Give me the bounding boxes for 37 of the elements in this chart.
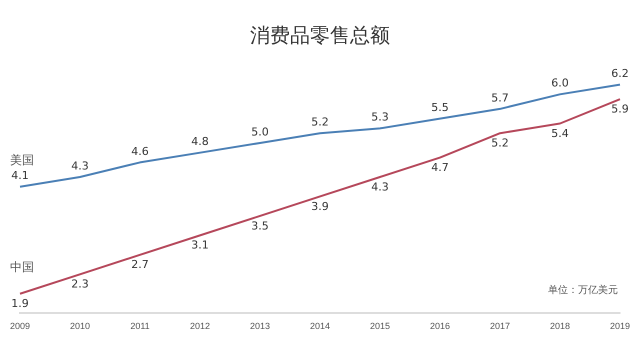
x-tick-label: 2018 bbox=[550, 321, 570, 332]
data-label: 2.7 bbox=[131, 258, 149, 272]
series-label: 美国 bbox=[10, 152, 34, 167]
annotation: 单位：万亿美元 bbox=[548, 284, 618, 297]
x-tick-label: 2015 bbox=[370, 321, 390, 332]
data-label: 4.8 bbox=[191, 135, 209, 148]
x-tick-label: 2014 bbox=[310, 321, 330, 332]
data-label: 5.0 bbox=[251, 125, 269, 138]
data-label: 4.7 bbox=[431, 160, 449, 174]
data-label: 4.3 bbox=[71, 159, 89, 172]
x-tick-label: 2009 bbox=[10, 321, 30, 332]
data-label: 3.5 bbox=[251, 219, 269, 232]
data-label: 5.3 bbox=[371, 110, 389, 124]
x-tick-label: 2010 bbox=[70, 321, 90, 332]
x-tick-label: 2012 bbox=[190, 321, 210, 332]
data-label: 5.5 bbox=[431, 101, 449, 114]
x-tick-label: 2016 bbox=[430, 321, 450, 332]
data-label: 4.3 bbox=[371, 180, 389, 194]
data-label: 5.2 bbox=[311, 116, 329, 129]
data-label: 3.9 bbox=[311, 200, 329, 213]
x-tick-label: 2019 bbox=[610, 321, 630, 332]
chart-title: 消费品零售总额 bbox=[249, 22, 391, 49]
data-label: 4.6 bbox=[131, 144, 149, 158]
data-label: 4.1 bbox=[11, 169, 29, 182]
data-label: 5.2 bbox=[491, 136, 509, 150]
x-tick-label: 2017 bbox=[490, 321, 510, 332]
data-label: 5.4 bbox=[551, 126, 569, 140]
data-label: 3.1 bbox=[191, 238, 209, 252]
series-label: 中国 bbox=[10, 260, 34, 274]
data-label: 6.2 bbox=[611, 66, 629, 80]
data-label: 6.0 bbox=[551, 76, 569, 90]
data-label: 1.9 bbox=[11, 297, 29, 310]
x-tick-label: 2011 bbox=[130, 321, 150, 332]
data-label: 2.3 bbox=[71, 278, 89, 291]
data-label: 5.7 bbox=[491, 91, 509, 104]
data-label: 5.9 bbox=[611, 102, 629, 116]
x-tick-label: 2013 bbox=[250, 321, 270, 332]
